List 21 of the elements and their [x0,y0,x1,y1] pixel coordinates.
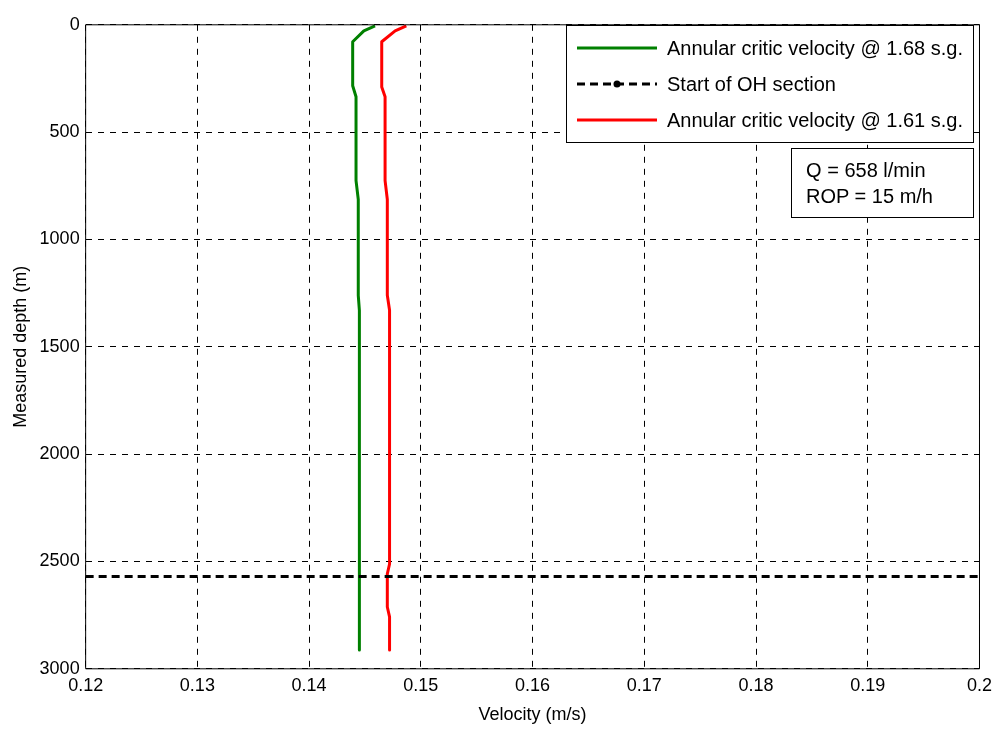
y-tick-label: 500 [49,121,80,142]
x-tick-label: 0.13 [179,674,215,695]
y-tick-label: 2500 [39,550,80,571]
x-tick-label: 0.2 [966,674,992,695]
y-tick-label: 1000 [39,228,80,249]
annotation: ROP = 15 m/h [806,184,933,209]
y-tick-label: 1500 [39,335,80,356]
x-axis-title: Velocity (m/s) [478,704,587,725]
legend-label: Annular critic velocity @ 1.68 s.g. [667,36,963,60]
annotation: Q = 658 l/min [806,158,927,183]
legend-label: Annular critic velocity @ 1.61 s.g. [667,108,963,132]
x-tick-label: 0.19 [850,674,886,695]
legend-label: Start of OH section [667,72,836,96]
y-axis-title: Measured depth (m) [9,265,30,428]
x-tick-label: 0.17 [626,674,662,695]
x-tick-label: 0.15 [403,674,439,695]
x-tick-label: 0.18 [738,674,774,695]
x-tick-label: 0.16 [515,674,551,695]
y-tick-label: 0 [69,13,80,34]
x-tick-label: 0.14 [291,674,327,695]
y-tick-label: 2000 [39,443,80,464]
